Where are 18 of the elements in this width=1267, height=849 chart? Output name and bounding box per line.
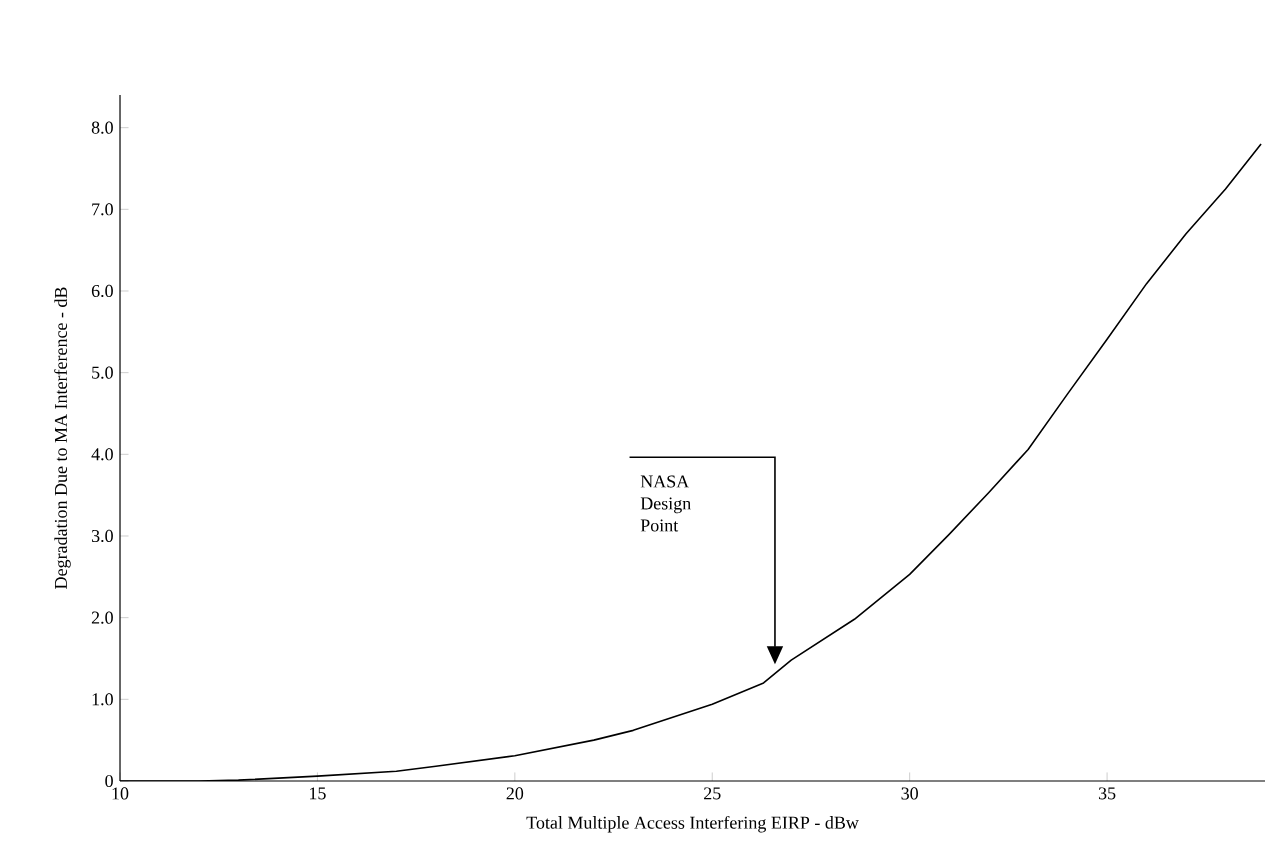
x-tick-label: 25: [704, 787, 721, 800]
x-tick-label: 30: [901, 787, 918, 800]
y-tick-label: 0: [105, 774, 113, 788]
y-tick-label: 6.0: [91, 284, 113, 298]
x-tick-label: 20: [506, 787, 524, 800]
y-axis-title: Degradation Due to MA Interference - dB: [54, 287, 71, 589]
x-axis-title: Total Multiple Access Interfering EIRP - dBw: [526, 815, 859, 833]
y-tick-label: 3.0: [91, 529, 113, 543]
x-tick-label: 35: [1098, 787, 1116, 800]
y-tick-label: 7.0: [92, 203, 113, 216]
y-tick-label: 2.0: [91, 611, 113, 624]
y-tick-label: 4.0: [91, 448, 113, 461]
x-tick-label: 15: [309, 787, 326, 800]
x-tick-label: 10: [112, 787, 129, 800]
y-tick-label: 8.0: [91, 121, 113, 134]
annotation: NASA Design Point: [640, 475, 691, 532]
y-tick-label: 5.0: [92, 366, 113, 379]
y-tick-label: 1.0: [92, 693, 113, 706]
